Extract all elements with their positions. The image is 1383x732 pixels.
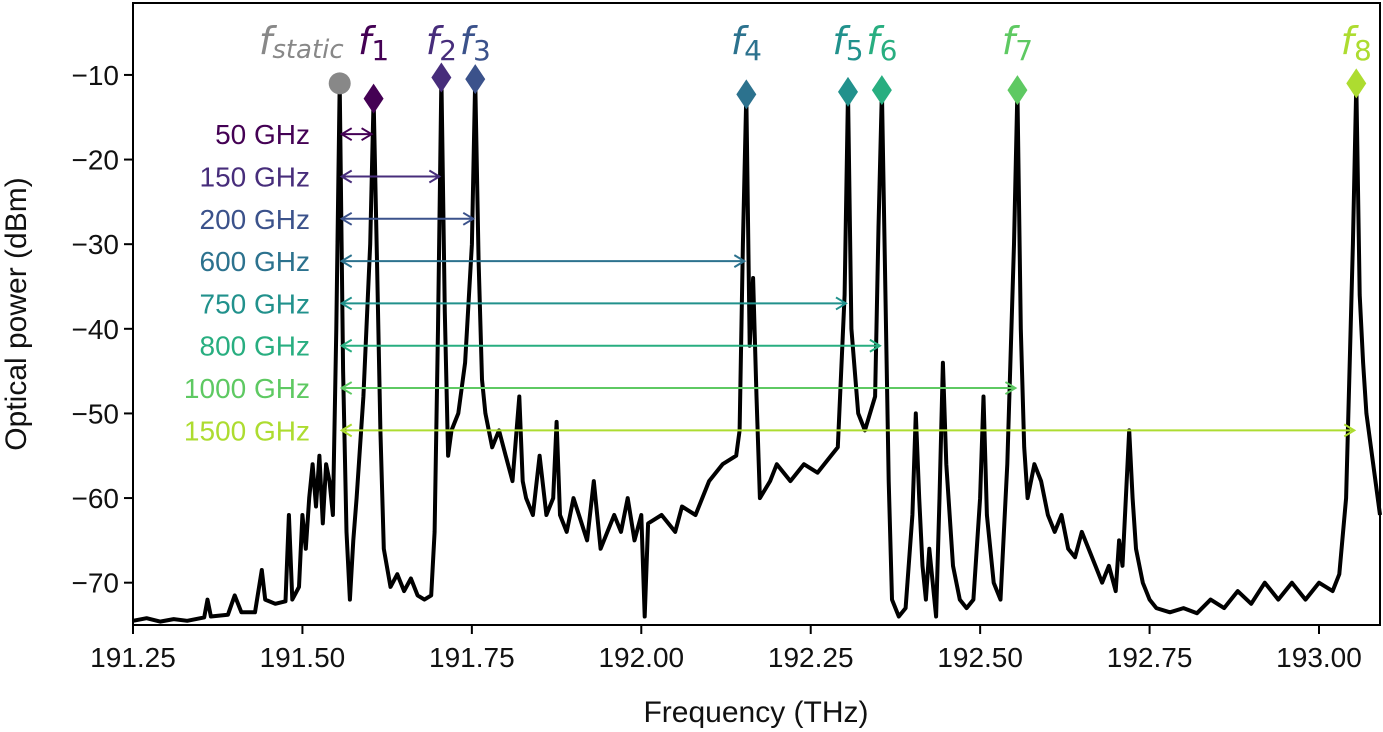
peak-7: f7 — [1002, 19, 1033, 106]
arrow-head-right — [1343, 423, 1357, 438]
spacing-annotation: 50 GHz — [215, 119, 374, 150]
spacing-label: 750 GHz — [200, 288, 311, 319]
spacing-annotation: 1500 GHz — [184, 415, 1357, 446]
spacing-label: 150 GHz — [200, 161, 311, 192]
peak-markers: fstatic f1 f2 f3 f4 f5 f6 f7 f8 — [259, 19, 1372, 114]
arrow-head-right — [462, 211, 476, 226]
peak-1: f1 — [358, 19, 389, 114]
arrow-head-left — [339, 423, 353, 438]
x-tick-label: 192.50 — [937, 642, 1023, 673]
spacing-label: 800 GHz — [200, 331, 311, 362]
spacing-annotation: 800 GHz — [200, 331, 882, 362]
x-tick-label: 193.00 — [1276, 642, 1362, 673]
x-axis-ticks: 191.25 191.50 191.75 192.00 192.25 192.50 192.… — [90, 625, 1362, 673]
arrow-head-right — [733, 254, 747, 268]
spacing-annotation: 750 GHz — [200, 288, 848, 319]
x-tick-label: 191.75 — [429, 642, 515, 673]
spacing-annotation: 1000 GHz — [184, 373, 1018, 404]
spacing-label: 1500 GHz — [184, 415, 310, 446]
spacing-annotations: 50 GHz 150 GHz 200 GHz 600 GHz 750 GHz 800 GH… — [184, 119, 1357, 446]
x-tick-label: 192.25 — [768, 642, 854, 673]
static-peak-marker — [328, 72, 351, 95]
arrow-head-left — [339, 338, 353, 353]
x-tick-label: 192.75 — [1107, 642, 1193, 673]
peak-marker — [871, 75, 892, 106]
y-tick-label: −60 — [72, 483, 120, 514]
y-axis-label: Optical power (dBm) — [0, 177, 33, 450]
y-tick-label: −40 — [72, 314, 120, 345]
y-axis-ticks: −70 −60 −50 −40 −30 −20 −10 — [72, 60, 133, 599]
peak-marker — [736, 79, 757, 110]
y-tick-label: −70 — [72, 568, 120, 599]
arrow-head-right — [869, 338, 882, 353]
arrow-head-left — [339, 296, 353, 311]
spacing-label: 600 GHz — [200, 246, 311, 277]
spacing-label: 50 GHz — [215, 119, 310, 150]
static-peak-label: fstatic — [259, 19, 344, 65]
peak-2: f2 — [426, 19, 457, 93]
spacing-label: 1000 GHz — [184, 373, 310, 404]
peak-marker — [465, 64, 486, 95]
arrow-head-left — [339, 169, 353, 184]
arrow-head-right — [428, 169, 442, 184]
spectrum-line — [132, 75, 1382, 624]
peak-marker — [431, 62, 452, 93]
x-tick-label: 192.00 — [598, 642, 684, 673]
plot-frame — [132, 2, 1381, 626]
arrow-head-left — [339, 254, 353, 268]
peak-marker — [363, 83, 384, 114]
spectrum-trace-layer — [132, 75, 1382, 624]
spacing-annotation: 600 GHz — [200, 246, 747, 277]
y-tick-label: −50 — [72, 398, 120, 429]
arrow-head-right — [361, 127, 374, 142]
static-peak: fstatic — [259, 19, 351, 95]
y-tick-label: −30 — [72, 229, 120, 260]
arrow-head-right — [835, 296, 848, 311]
x-tick-label: 191.25 — [90, 642, 176, 673]
arrow-head-left — [339, 381, 353, 395]
spacing-label: 200 GHz — [200, 204, 311, 235]
peak-marker — [837, 76, 858, 107]
plot-area-background — [133, 3, 1380, 625]
peak-marker — [1346, 68, 1367, 99]
x-tick-label: 191.50 — [260, 642, 346, 673]
peak-3: f3 — [460, 19, 491, 95]
arrow-head-left — [339, 211, 353, 226]
y-tick-label: −20 — [72, 145, 120, 176]
y-tick-label: −10 — [72, 60, 120, 91]
x-axis-label: Frequency (THz) — [643, 696, 868, 729]
spacing-annotation: 150 GHz — [200, 161, 442, 192]
peak-label: f1 — [358, 19, 389, 67]
spacing-annotation: 200 GHz — [200, 204, 476, 235]
arrow-head-left — [339, 127, 353, 142]
arrow-head-right — [1004, 381, 1018, 395]
peak-marker — [1007, 75, 1028, 106]
